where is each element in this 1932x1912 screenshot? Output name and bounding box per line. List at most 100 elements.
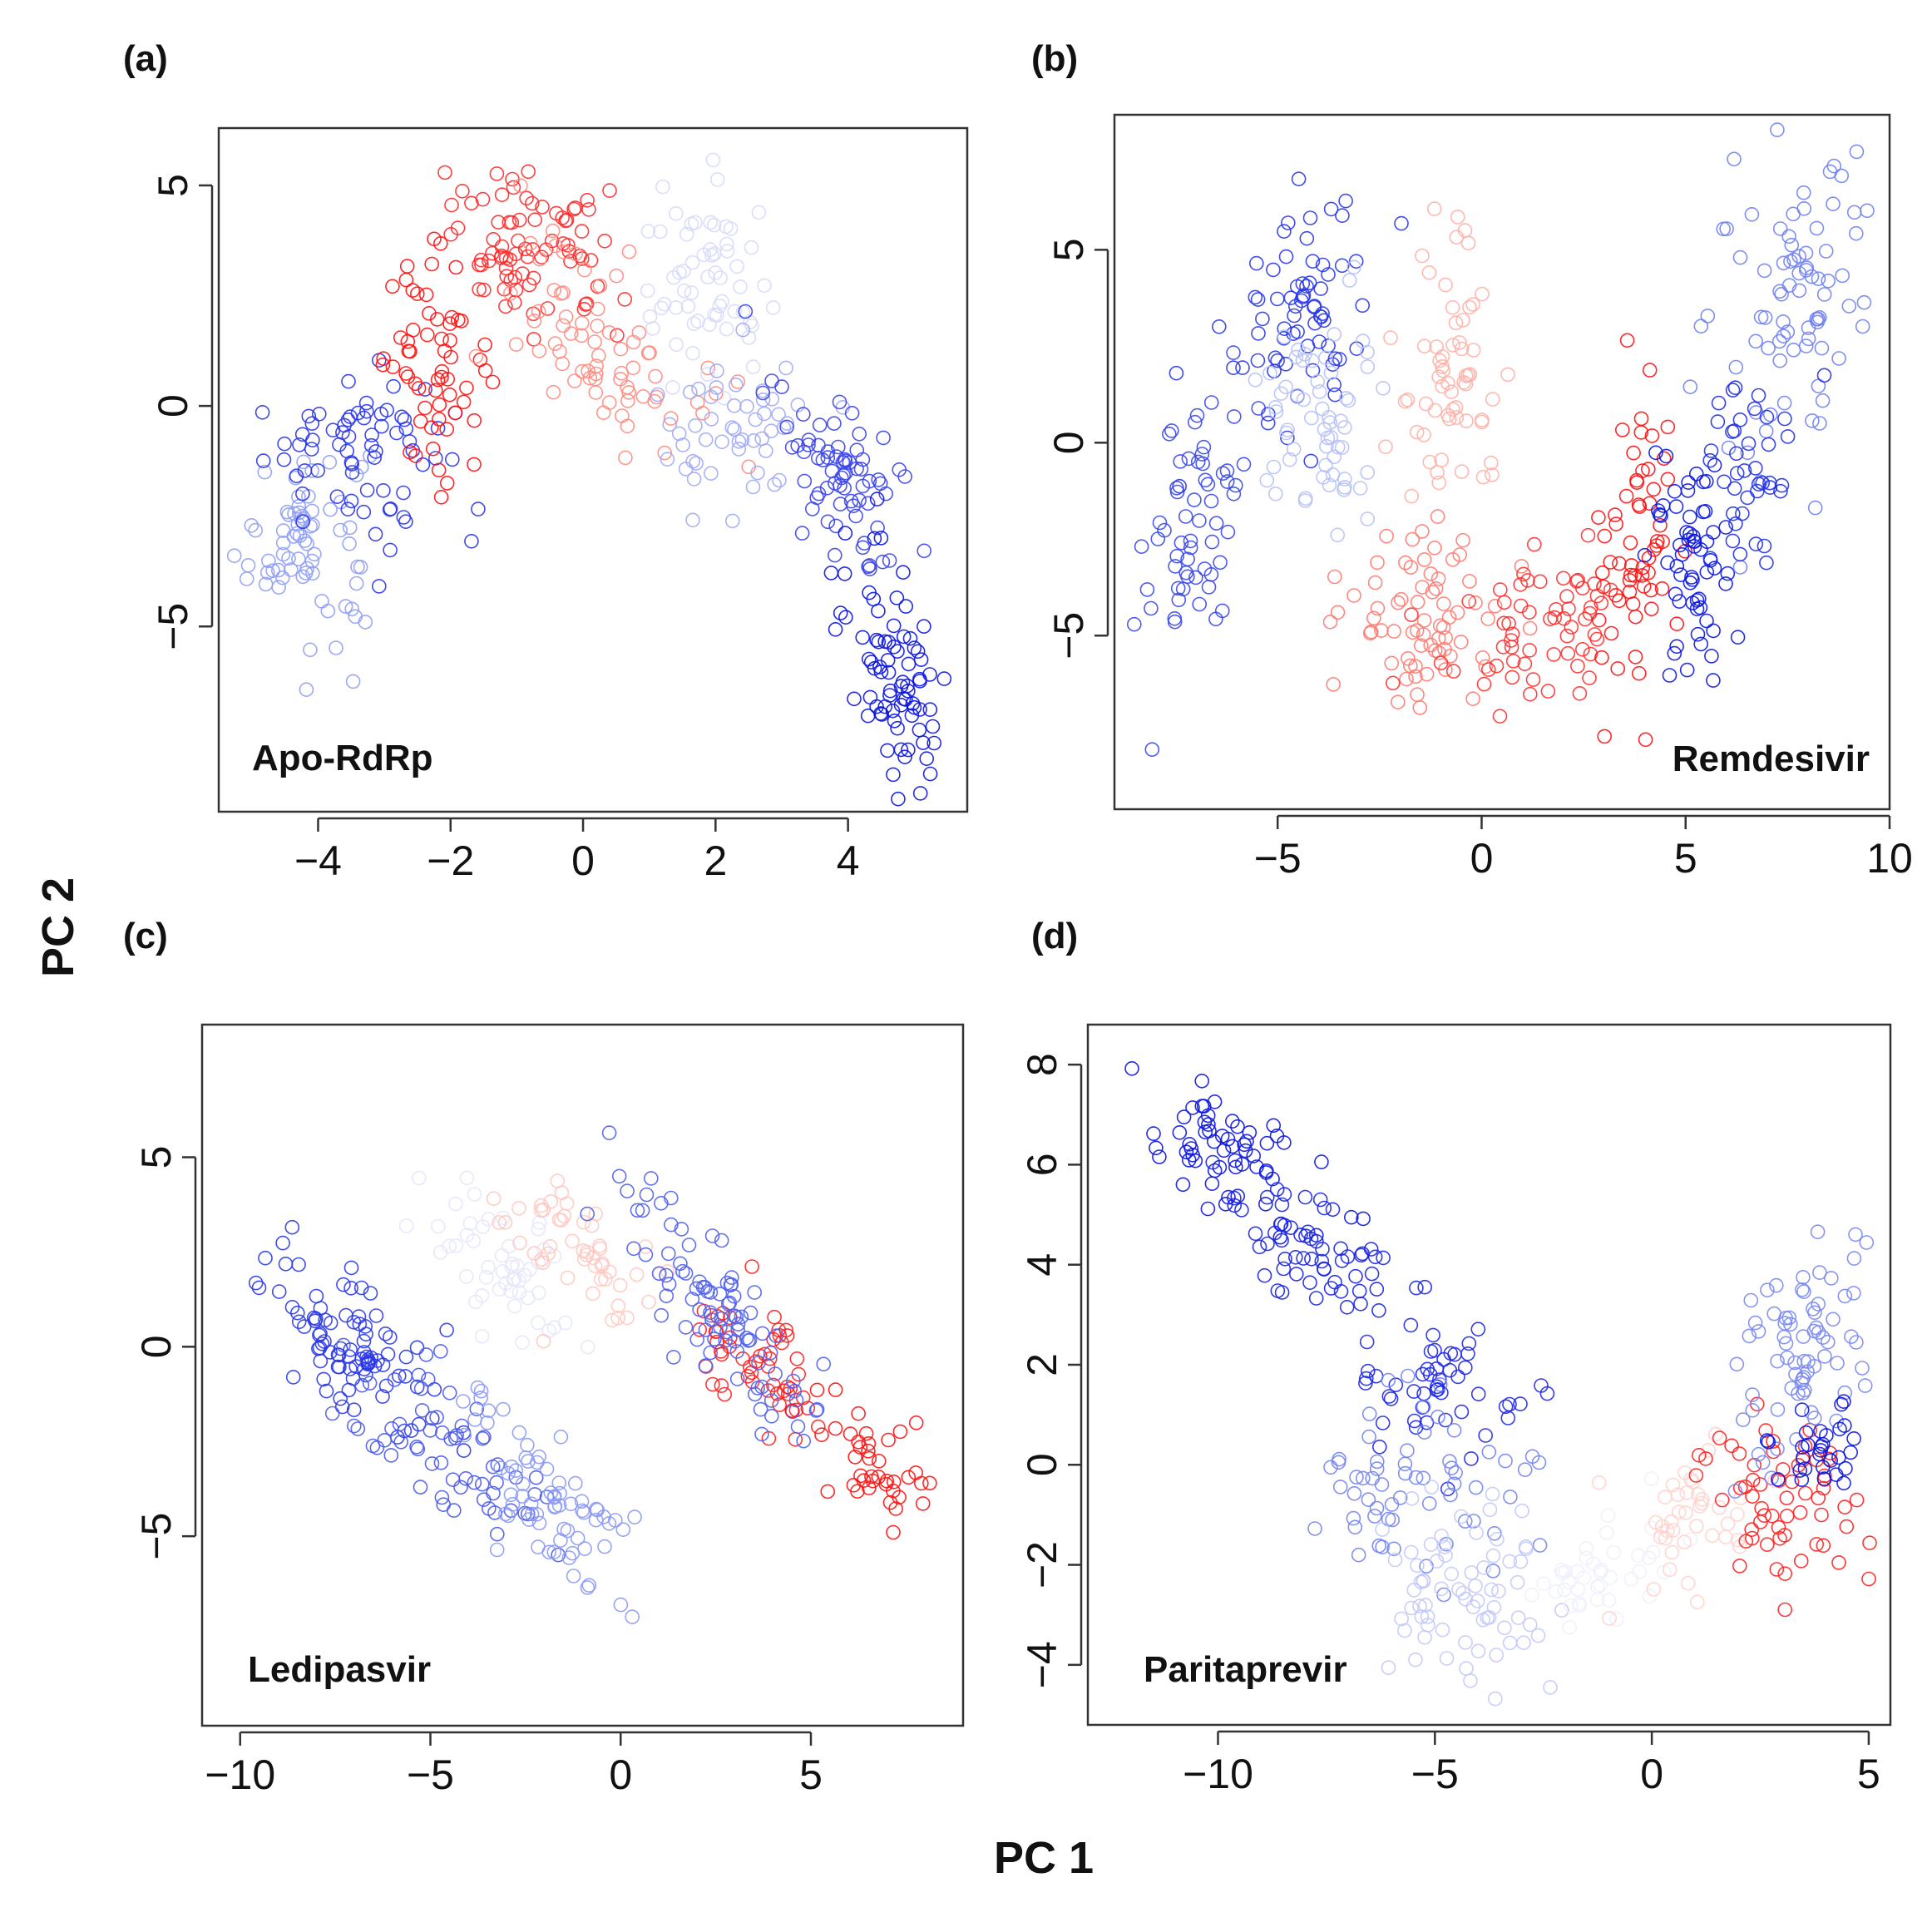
point-c-c6 [796, 1433, 812, 1449]
point-b-c4 [1430, 571, 1446, 586]
point-a-c7 [820, 514, 836, 530]
point-c-c1 [424, 1456, 440, 1471]
point-b-c2 [1330, 527, 1345, 543]
point-c-c1 [489, 1475, 504, 1490]
point-b-c7 [1653, 508, 1668, 523]
point-b-c9 [1759, 409, 1775, 425]
point-b-c0 [1208, 611, 1223, 627]
point-c-c2 [588, 1512, 604, 1528]
panel-c-points [248, 1125, 937, 1624]
panel-b-x-tick-label: 5 [1674, 835, 1697, 882]
point-c-c7 [879, 1474, 895, 1489]
point-a-c5 [733, 279, 748, 294]
point-b-c7 [1681, 475, 1696, 490]
point-b-c0 [1169, 480, 1184, 496]
point-c-c1 [393, 1435, 409, 1450]
point-b-c0 [1167, 610, 1183, 626]
point-a-c7 [834, 470, 849, 486]
point-a-c7 [837, 481, 852, 496]
panel-b-drug-label: Remdesivir [1673, 739, 1870, 779]
point-d-c1 [1277, 1252, 1292, 1267]
point-d-c3 [1361, 1406, 1377, 1421]
point-d-c5 [1600, 1508, 1616, 1523]
point-b-c8 [1784, 237, 1799, 253]
point-a-c7 [738, 304, 754, 319]
point-b-c4 [1370, 600, 1386, 616]
point-d-c1 [1289, 1267, 1304, 1282]
point-a-c0 [303, 642, 318, 658]
point-c-c5 [776, 1383, 792, 1399]
point-a-c7 [917, 543, 931, 559]
point-a-c1 [398, 514, 413, 530]
point-d-c0 [1230, 1188, 1245, 1203]
point-a-c3 [617, 292, 633, 307]
point-b-c8 [1770, 122, 1785, 137]
point-b-c6 [1618, 488, 1634, 504]
point-b-c8 [1831, 351, 1846, 366]
point-d-c8 [1781, 1310, 1797, 1326]
point-d-c3 [1468, 1480, 1484, 1495]
point-a-c0 [240, 557, 256, 573]
point-d-c8 [1742, 1328, 1757, 1344]
point-b-c3 [1431, 475, 1446, 491]
point-d-c1 [1325, 1202, 1341, 1218]
point-a-c4 [595, 405, 611, 421]
panel-b-y-tick-label: −5 [1045, 612, 1092, 660]
point-d-c0 [1344, 1209, 1359, 1225]
point-a-c6 [731, 442, 747, 457]
point-b-c5 [1513, 576, 1528, 592]
point-d-c1 [1274, 1197, 1290, 1213]
point-d-c7 [1779, 1490, 1795, 1505]
point-d-c4 [1476, 1560, 1491, 1575]
point-b-c1 [1296, 288, 1312, 304]
point-d-c6 [1663, 1514, 1679, 1529]
point-b-c7 [1690, 626, 1706, 642]
point-b-c5 [1561, 601, 1576, 616]
point-c-c4 [536, 1333, 551, 1349]
point-b-c2 [1297, 493, 1313, 508]
point-c-c6 [664, 1217, 679, 1233]
point-b-c2 [1319, 438, 1334, 454]
point-d-c7 [1732, 1559, 1747, 1574]
point-b-c8 [1757, 310, 1773, 325]
point-b-c9 [1725, 424, 1740, 439]
point-b-c7 [1696, 474, 1711, 490]
point-d-c3 [1307, 1521, 1322, 1536]
point-d-c5 [1599, 1525, 1614, 1540]
point-c-c3 [481, 1260, 496, 1275]
point-b-c0 [1180, 551, 1195, 567]
point-b-c2 [1342, 273, 1357, 288]
point-d-c1 [1260, 1236, 1275, 1252]
point-b-c1 [1260, 415, 1276, 431]
point-a-c4 [468, 348, 484, 364]
point-c-c4 [592, 1238, 607, 1253]
point-b-c3 [1422, 454, 1437, 470]
point-c-c4 [587, 1258, 603, 1273]
point-b-c0 [1215, 603, 1230, 619]
point-b-c4 [1468, 595, 1483, 610]
point-d-c9 [1834, 1396, 1849, 1412]
point-a-c2 [440, 372, 456, 387]
point-c-c3 [442, 1238, 457, 1254]
point-c-c7 [842, 1426, 858, 1441]
point-b-c2 [1323, 430, 1339, 445]
point-d-c9 [1761, 1435, 1776, 1450]
point-d-c1 [1288, 1250, 1303, 1265]
point-c-c0 [375, 1357, 391, 1372]
point-b-c2 [1337, 420, 1352, 435]
point-d-c3 [1367, 1509, 1382, 1524]
point-c-c4 [497, 1215, 513, 1230]
point-a-c1 [398, 421, 414, 437]
point-c-c4 [534, 1252, 550, 1267]
point-b-c0 [1220, 524, 1236, 540]
point-c-c1 [413, 1381, 429, 1396]
point-d-c2 [1464, 1451, 1479, 1466]
point-a-c2 [400, 369, 416, 384]
panel-d-drug-label: Paritaprevir [1144, 1649, 1347, 1690]
point-b-c5 [1520, 573, 1535, 588]
point-d-c5 [1557, 1582, 1572, 1598]
point-c-c1 [434, 1490, 450, 1505]
point-a-c4 [590, 348, 606, 363]
point-d-c3 [1416, 1399, 1431, 1415]
point-b-c8 [1719, 221, 1734, 236]
